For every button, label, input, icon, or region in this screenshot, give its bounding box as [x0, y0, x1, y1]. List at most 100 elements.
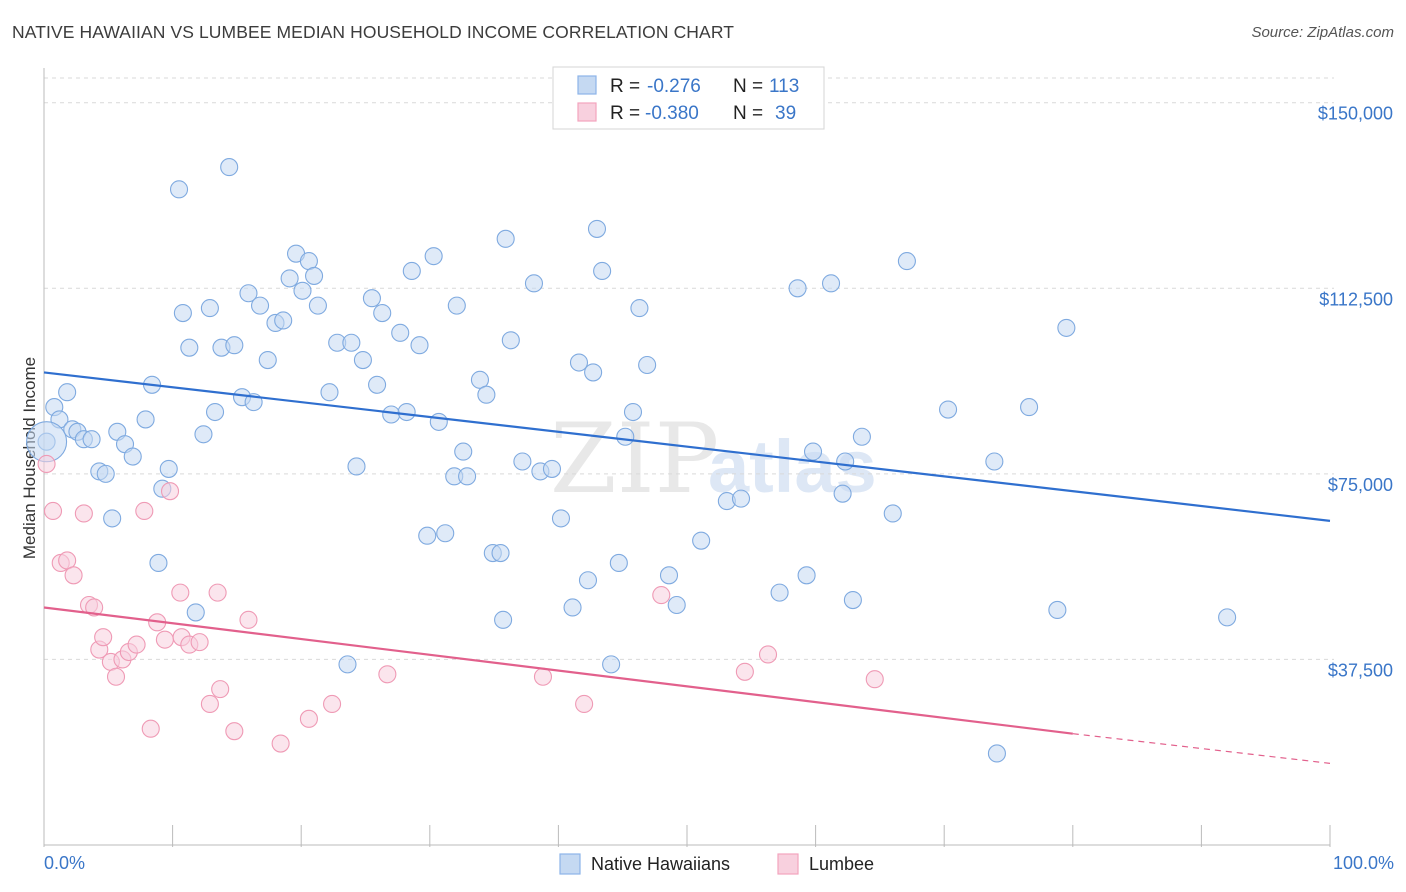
- data-point-native-hawaiians: [382, 405, 401, 424]
- data-point-native-hawaiians: [458, 467, 477, 486]
- data-point-native-hawaiians: [347, 457, 366, 476]
- data-point-native-hawaiians: [833, 484, 852, 503]
- data-point-native-hawaiians: [821, 274, 841, 293]
- data-point-native-hawaiians: [362, 289, 381, 308]
- y-tick-label: $150,000: [1318, 104, 1393, 124]
- data-point-native-hawaiians: [803, 442, 823, 461]
- series-legend-label-pink: Lumbee: [809, 854, 874, 874]
- data-point-native-hawaiians: [123, 447, 142, 466]
- data-point-native-hawaiians: [429, 412, 448, 431]
- legend-r-value-blue: -0.276: [647, 76, 701, 97]
- data-point-native-hawaiians: [239, 284, 258, 303]
- data-point-lumbee: [211, 680, 230, 699]
- legend-r-value-pink: -0.380: [645, 103, 699, 124]
- data-point-native-hawaiians: [569, 353, 589, 372]
- data-point-native-hawaiians: [563, 598, 582, 617]
- data-point-native-hawaiians: [1020, 398, 1039, 417]
- data-point-lumbee: [575, 694, 594, 714]
- data-point-native-hawaiians: [436, 524, 455, 543]
- data-point-native-hawaiians: [373, 303, 392, 323]
- legend-r-label-blue: R =: [610, 76, 640, 97]
- data-point-native-hawaiians: [584, 363, 603, 382]
- data-point-native-hawaiians: [883, 504, 902, 523]
- data-point-native-hawaiians: [852, 427, 871, 446]
- y-tick-label: $75,000: [1328, 475, 1393, 495]
- x-tick-label-right: 100.0%: [1333, 853, 1394, 873]
- data-point-native-hawaiians: [305, 266, 324, 285]
- data-point-lumbee: [378, 665, 397, 684]
- watermark: ZIP atlas: [550, 403, 877, 515]
- data-point-native-hawaiians: [987, 744, 1006, 763]
- data-point-native-hawaiians: [173, 303, 192, 323]
- data-point-native-hawaiians: [1048, 600, 1067, 620]
- data-point-native-hawaiians: [623, 402, 643, 422]
- y-tick-label: $37,500: [1328, 660, 1393, 680]
- stats-legend: R = -0.276 N = 113 R = -0.380 N = 39: [552, 66, 825, 130]
- data-point-native-hawaiians: [338, 655, 357, 674]
- data-point-native-hawaiians: [587, 219, 607, 238]
- data-point-native-hawaiians: [551, 509, 571, 528]
- data-point-lumbee: [225, 722, 244, 741]
- data-point-native-hawaiians: [542, 459, 562, 478]
- data-point-native-hawaiians: [186, 603, 205, 622]
- source-label: Source: ZipAtlas.com: [1251, 24, 1394, 41]
- data-point-lumbee: [141, 719, 160, 738]
- trend-line-native-hawaiians: [43, 371, 1331, 522]
- data-point-native-hawaiians: [402, 261, 421, 281]
- data-point-native-hawaiians: [731, 489, 751, 508]
- data-point-lumbee: [127, 635, 146, 654]
- data-point-native-hawaiians: [180, 338, 199, 357]
- data-point-lumbee: [43, 501, 63, 521]
- data-point-native-hawaiians: [659, 566, 679, 585]
- gridlines: [44, 77, 1334, 660]
- data-point-native-hawaiians: [609, 553, 628, 572]
- data-point-native-hawaiians: [308, 296, 327, 315]
- legend-n-label-blue: N =: [733, 76, 763, 97]
- data-point-native-hawaiians: [368, 375, 387, 394]
- data-point-native-hawaiians: [454, 442, 473, 461]
- data-point-native-hawaiians: [638, 355, 657, 375]
- series-legend: Native Hawaiians Lumbee: [559, 853, 874, 875]
- data-point-native-hawaiians: [410, 336, 429, 355]
- data-point-native-hawaiians: [58, 383, 77, 402]
- legend-n-value-blue: 113: [769, 76, 799, 97]
- data-point-native-hawaiians: [424, 247, 443, 266]
- legend-swatch-blue: [577, 75, 597, 95]
- data-point-native-hawaiians: [843, 591, 862, 610]
- data-point-native-hawaiians: [96, 464, 115, 483]
- y-axis-label: Median Household Income: [20, 357, 39, 559]
- data-point-native-hawaiians: [225, 336, 244, 355]
- data-point-lumbee: [171, 583, 190, 602]
- data-point-native-hawaiians: [353, 351, 372, 370]
- data-point-lumbee: [64, 566, 83, 585]
- data-point-lumbee: [271, 734, 290, 753]
- data-point-lumbee: [160, 482, 180, 501]
- data-point-native-hawaiians: [494, 610, 513, 629]
- data-point-lumbee: [74, 504, 93, 523]
- data-point-native-hawaiians: [103, 509, 122, 528]
- data-point-lumbee: [155, 630, 174, 649]
- data-point-native-hawaiians: [513, 452, 532, 471]
- data-point-native-hawaiians: [82, 430, 101, 449]
- data-point-native-hawaiians: [250, 296, 270, 315]
- data-point-native-hawaiians: [602, 655, 621, 674]
- legend-n-value-pink: 39: [775, 103, 796, 124]
- data-point-lumbee: [758, 645, 778, 664]
- data-point-lumbee: [299, 709, 318, 728]
- data-point-lumbee: [239, 610, 258, 629]
- legend-swatch-pink: [577, 102, 597, 122]
- data-point-native-hawaiians: [258, 351, 277, 370]
- data-point-native-hawaiians: [897, 252, 916, 271]
- data-point-native-hawaiians: [667, 595, 686, 615]
- data-point-native-hawaiians: [501, 331, 520, 350]
- data-point-native-hawaiians: [447, 296, 466, 315]
- data-point-native-hawaiians: [788, 279, 807, 298]
- data-point-native-hawaiians: [692, 531, 711, 550]
- data-point-native-hawaiians: [496, 229, 515, 248]
- data-point-native-hawaiians: [1218, 608, 1237, 627]
- data-point-native-hawaiians: [149, 553, 168, 572]
- data-point-lumbee: [200, 694, 219, 714]
- data-point-native-hawaiians: [836, 452, 855, 471]
- y-tick-labels: $37,500 $75,000 $112,500 $150,000: [1318, 104, 1393, 681]
